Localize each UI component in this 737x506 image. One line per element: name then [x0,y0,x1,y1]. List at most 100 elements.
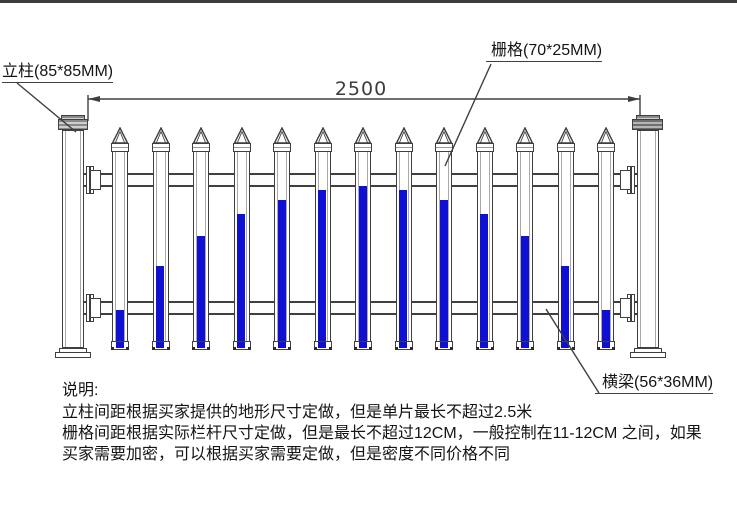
picket-tip-icon [151,127,170,144]
post-edge-line [640,131,641,347]
picket-top-collar [313,143,332,152]
picket-top-collar [516,143,534,152]
picket-foot-nub [450,347,453,350]
picket-top-collar [111,143,129,152]
rail-bracket [620,166,637,194]
picket [232,127,251,350]
post-edge-line [655,131,656,347]
picket [394,127,413,350]
bracket-plate [631,166,635,194]
picket-body [193,152,209,348]
picket-body [598,152,614,348]
picket-foot-nub [151,347,155,350]
post-label: 立柱(85*85MM) [2,62,114,83]
picket-label: 栅格(70*25MM) [486,41,603,62]
picket-body [314,152,331,348]
picket-tip-icon [394,127,413,144]
picket-body [476,152,493,348]
picket-foot-nub [490,347,494,350]
picket-foot-nub [273,347,276,350]
picket-blue-fill [601,310,610,348]
picket-foot-nub [556,347,560,350]
left-post-base-lower [55,352,91,358]
right-post-base-lower [630,352,666,358]
picket-top-collar [151,143,170,152]
picket-bottom-collar [475,341,494,350]
picket-body [112,152,128,348]
picket-body [355,152,371,348]
picket-bottom-collar [313,341,332,350]
picket-top-collar [273,143,291,152]
picket-top-collar [475,143,494,152]
picket-foot-nub [232,347,236,350]
picket [597,127,615,350]
picket-foot-nub [531,347,534,350]
picket-blue-fill [277,200,286,348]
picket-foot-nub [192,347,195,350]
picket-tip-icon [354,127,372,144]
picket-body [436,152,452,348]
picket-edge-line [124,152,125,341]
picket-edge-line [115,152,116,341]
picket-blue-fill [399,190,407,348]
picket [556,127,575,350]
picket-edge-line [529,152,530,341]
picket-body [395,152,412,348]
picket-blue-fill [439,200,448,348]
picket [313,127,332,350]
picket-blue-fill [318,190,326,348]
picket-foot-nub [394,347,398,350]
picket-bottom-collar [273,341,291,350]
picket-foot-nub [313,347,317,350]
picket-bottom-collar [151,341,170,350]
bracket-plate [86,166,90,194]
picket-tip-icon [475,127,494,144]
rail-label: 横梁(56*36MM) [595,373,714,394]
bracket-plate [631,294,635,322]
picket [475,127,494,350]
picket-body [233,152,250,348]
picket-foot-nub [166,347,170,350]
right-post-body [637,130,659,348]
picket-tip-icon [313,127,332,144]
picket-top-collar [192,143,210,152]
picket-foot-nub [435,347,438,350]
picket-blue-fill [196,236,205,348]
picket-bottom-collar [516,341,534,350]
span-dimension-text: 2500 [334,78,388,100]
picket-top-collar [556,143,575,152]
notes-heading: 说明: [62,382,99,399]
picket [273,127,291,350]
picket-foot-nub [516,347,519,350]
picket-tip-icon [516,127,534,144]
rail-bracket [84,294,101,322]
picket [192,127,210,350]
bracket-sleeve [90,170,101,190]
picket-edge-line [164,152,166,341]
picket-bottom-collar [435,341,453,350]
picket-foot-nub [288,347,291,350]
picket-bottom-collar [111,341,129,350]
bracket-sleeve [620,170,631,190]
picket-body [557,152,574,348]
picket-top-collar [597,143,615,152]
picket [151,127,170,350]
picket-blue-fill [358,186,367,348]
picket-tip-icon [111,127,129,144]
notes-line-2: 栅格间距根据实际栏杆尺寸定做，但是最长不超过12CM，一般控制在11-12CM … [62,425,702,442]
picket-body [274,152,290,348]
picket-bottom-collar [354,341,372,350]
picket-top-collar [394,143,413,152]
picket-edge-line [286,152,287,341]
picket-edge-line [448,152,449,341]
picket-top-collar [232,143,251,152]
picket-foot-nub [354,347,357,350]
picket-foot-nub [328,347,332,350]
picket-tip-icon [232,127,251,144]
picket-body [517,152,533,348]
picket [516,127,534,350]
picket-foot-nub [597,347,600,350]
picket-top-collar [354,143,372,152]
post-edge-line [65,131,66,347]
picket-edge-line [569,152,571,341]
